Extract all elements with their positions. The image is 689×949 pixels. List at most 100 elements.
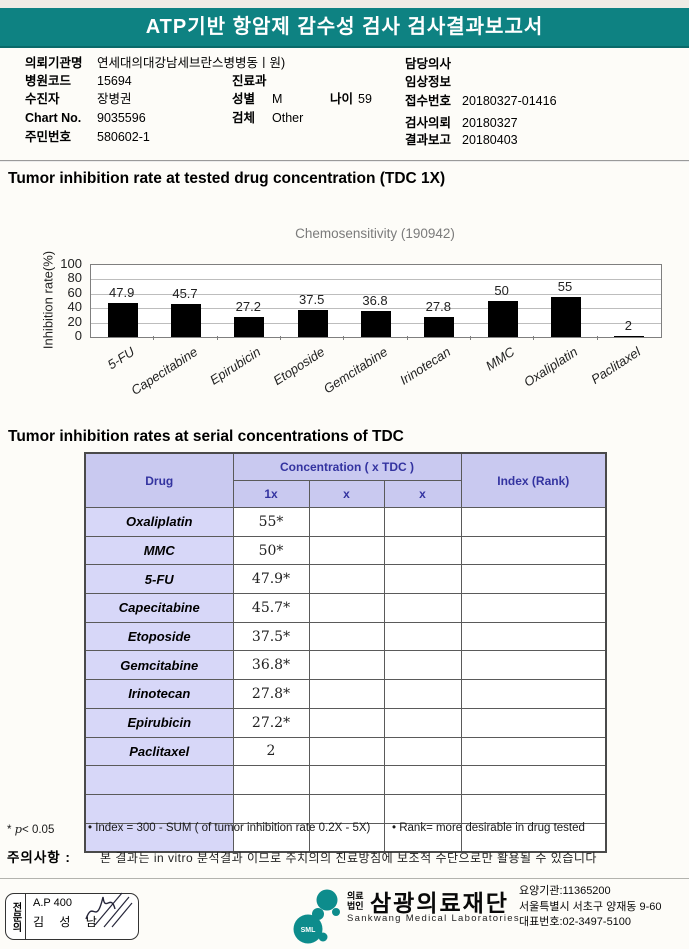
x-axis-tick	[280, 336, 281, 340]
field-value: 20180327	[462, 116, 518, 130]
bar-value-label: 47.9	[109, 284, 135, 300]
chart-title: Chemosensitivity (190942)	[295, 226, 455, 241]
field-value: 20180403	[462, 133, 518, 147]
field-label: 성별	[232, 92, 256, 106]
drug-cell	[84, 765, 234, 795]
bar-Oxaliplatin	[551, 297, 581, 337]
bar-value-label: 45.7	[172, 286, 198, 302]
col-subheader-x: x	[383, 480, 462, 508]
y-axis-tick-label: 40	[67, 299, 82, 315]
value-cell: 45.7*	[232, 593, 310, 623]
bar-5-FU	[107, 302, 138, 337]
drug-cell: Oxaliplatin	[84, 507, 234, 537]
bar-Paclitaxel	[614, 335, 645, 337]
value-cell	[232, 793, 310, 824]
value-cell	[308, 650, 385, 681]
value-cell: 37.5*	[232, 621, 310, 652]
value-cell	[308, 679, 385, 709]
table-row	[84, 765, 607, 795]
field-label: 주민번호	[25, 130, 72, 144]
sml-lab-logo-icon: SML	[293, 889, 340, 944]
bar-value-label: 50	[494, 283, 509, 298]
physician-stamp-box: 전문의 A.P 400 김 성 남	[5, 892, 139, 940]
value-cell	[460, 707, 607, 738]
drug-cell: Epirubicin	[84, 707, 234, 738]
field-value: 장병권	[97, 92, 132, 106]
col-subheader-x: x	[308, 480, 385, 508]
x-axis-category-label: Gemcitabine	[320, 344, 391, 397]
lab-org-type: 의료 법인	[347, 891, 364, 911]
x-axis-category-label: Oxaliplatin	[521, 344, 581, 390]
value-cell: 27.2*	[232, 707, 310, 738]
x-axis-category-label: 5-FU	[104, 344, 137, 373]
drug-cell	[84, 793, 234, 824]
value-cell	[383, 507, 462, 537]
x-axis-tick	[153, 336, 155, 340]
value-cell	[460, 621, 607, 652]
field-label: 임상정보	[405, 75, 452, 89]
table-row	[84, 793, 607, 824]
stamp-physician-name: 김 성 남	[33, 915, 103, 929]
report-title: ATP기반 항암제 감수성 검사 검사결과보고서	[145, 16, 544, 38]
col-header-drug: Drug	[84, 452, 234, 508]
value-cell	[308, 736, 385, 767]
drug-cell: 5-FU	[84, 564, 234, 595]
value-cell	[383, 822, 462, 853]
bar-value-label: 27.8	[425, 298, 451, 314]
value-cell	[308, 507, 385, 537]
bar-value-label: 55	[557, 279, 573, 295]
chemosensitivity-bar-chart: Chemosensitivity (190942) Inhibition rat…	[0, 212, 689, 428]
field-label: 수진자	[25, 92, 60, 106]
value-cell	[232, 822, 310, 853]
table-row: Irinotecan 27.8*	[84, 679, 607, 709]
y-axis-tick-label: 80	[67, 270, 82, 286]
value-cell	[460, 593, 607, 623]
field-label: 병원코드	[25, 74, 72, 88]
drug-cell: Paclitaxel	[84, 736, 234, 767]
table-row: 5-FU 47.9*	[84, 564, 607, 595]
gridline	[91, 293, 661, 295]
table-row: Oxaliplatin 55*	[84, 507, 607, 537]
field-label: 접수번호	[405, 94, 452, 108]
field-label: 담당의사	[405, 57, 452, 71]
field-value: Other	[272, 111, 304, 125]
field-value: 20180327-01416	[462, 94, 557, 108]
y-axis-tick-label: 100	[60, 256, 82, 271]
value-cell	[308, 793, 385, 824]
value-cell	[383, 535, 462, 566]
field-value: M	[272, 92, 283, 106]
x-axis-category-label: Capecitabine	[128, 344, 201, 398]
value-cell	[460, 507, 607, 537]
report-title-banner: ATP기반 항암제 감수성 검사 검사결과보고서	[0, 8, 689, 48]
value-cell	[460, 736, 607, 767]
value-cell	[383, 593, 462, 623]
value-cell	[232, 765, 310, 795]
x-axis-category-label: MMC	[482, 344, 517, 374]
field-value: 연세대의대강남세브란스병병동ㅣ원)	[97, 56, 286, 70]
value-cell	[460, 765, 607, 795]
value-cell	[460, 822, 607, 853]
col-header-index-rank: Index (Rank)	[460, 452, 607, 508]
value-cell	[460, 793, 607, 824]
value-cell	[460, 679, 607, 709]
value-cell	[383, 650, 462, 681]
bar-Capecitabine	[171, 304, 201, 337]
value-cell	[308, 621, 385, 652]
logo-sml-text: SML	[301, 927, 317, 934]
bar-Irinotecan	[424, 316, 455, 337]
value-cell	[383, 736, 462, 767]
drug-cell: Irinotecan	[84, 679, 234, 709]
table-row: MMC 50*	[84, 535, 607, 566]
table-row: Epirubicin 27.2*	[84, 707, 607, 738]
stamp-side-label: 전문의	[6, 894, 26, 939]
field-label: 결과보고	[405, 133, 452, 147]
caution-label: 주의사항 :	[7, 850, 71, 865]
gridline	[91, 279, 661, 281]
table-row: Capecitabine 45.7*	[84, 593, 607, 623]
bar-value-label: 2	[624, 317, 632, 333]
x-axis-category-label: Etoposide	[270, 344, 327, 389]
bar-value-label: 37.5	[299, 292, 325, 307]
value-cell	[383, 679, 462, 709]
divider	[0, 160, 689, 162]
value-cell	[308, 564, 385, 595]
